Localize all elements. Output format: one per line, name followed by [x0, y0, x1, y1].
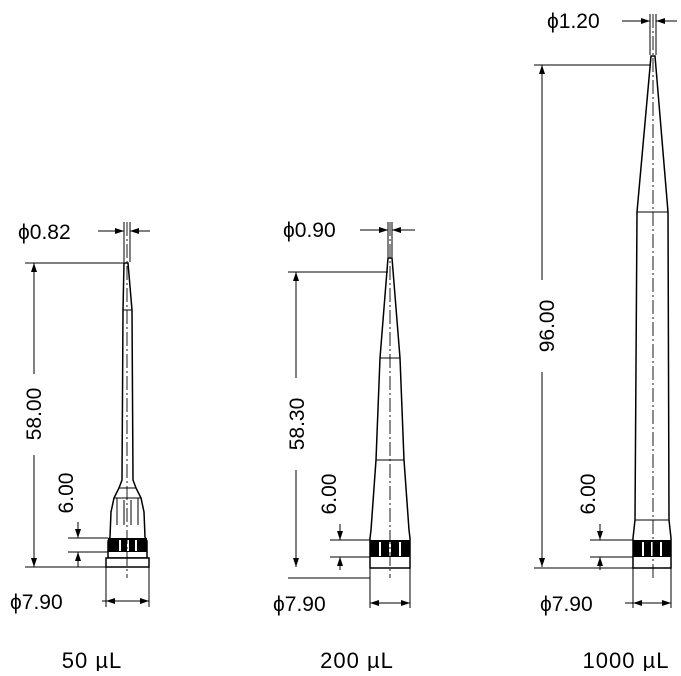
tip-1000-base-diameter: ϕ7.90: [540, 593, 593, 616]
tip-200-tip-diameter: ϕ0.90: [283, 219, 336, 242]
tip-1000-tip-diameter: ϕ1.20: [547, 10, 600, 33]
tip-50-length: 58.00: [23, 388, 46, 441]
tip-200-collar-height: 6.00: [318, 474, 341, 515]
tip-1000-drawing: ϕ1.20 96.00 6.00 ϕ7.90 1000 µL: [534, 10, 677, 673]
tip-50-drawing: ϕ0.82 58.00 6.00 ϕ7.90 50 µL: [10, 221, 150, 673]
tip-1000-length: 96.00: [536, 300, 559, 353]
tip-1000-collar-height: 6.00: [577, 474, 600, 515]
tip-50-caption: 50 µL: [62, 648, 123, 671]
tip-200-base-diameter: ϕ7.90: [273, 593, 326, 616]
tip-200-caption: 200 µL: [320, 648, 394, 671]
tip-50-base-diameter: ϕ7.90: [10, 591, 63, 614]
tip-1000-caption: 1000 µL: [583, 648, 670, 671]
tip-50-collar-height: 6.00: [55, 473, 78, 514]
tip-50-tip-diameter: ϕ0.82: [18, 221, 71, 244]
tip-200-drawing: ϕ0.90 58.30 6.00 ϕ7.90 200 µL: [273, 219, 415, 673]
tip-50-body: [105, 262, 150, 568]
tip-200-length: 58.30: [286, 398, 309, 451]
tip-1000-body: [632, 55, 672, 569]
